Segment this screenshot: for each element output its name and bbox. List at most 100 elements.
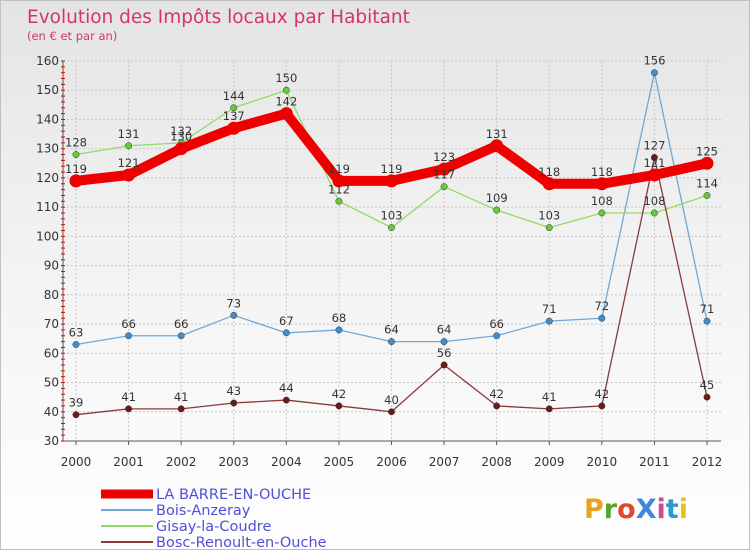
data-label-la-barre-en-ouche: 121 [643, 156, 665, 170]
logo-letter: o [617, 494, 636, 525]
data-point-la-barre-en-ouche [647, 168, 661, 182]
data-label-bois-anzeray: 73 [226, 296, 241, 310]
y-tick-label: 90 [44, 259, 59, 273]
data-point-la-barre-en-ouche [700, 156, 714, 170]
data-point-bosc-renoult-en-ouche [650, 154, 658, 161]
data-label-gisay-la-coudre: 117 [433, 168, 455, 182]
data-point-gisay-la-coudre [440, 183, 448, 191]
data-label-bosc-renoult-en-ouche: 42 [489, 387, 504, 401]
grid-layer [63, 60, 721, 442]
x-tick-label: 2009 [534, 455, 565, 469]
y-tick-label: 120 [36, 171, 59, 185]
data-label-la-barre-en-ouche: 119 [65, 162, 87, 176]
data-label-gisay-la-coudre: 150 [275, 71, 297, 85]
data-label-la-barre-en-ouche: 142 [275, 95, 297, 109]
data-point-gisay-la-coudre [493, 206, 501, 214]
data-label-la-barre-en-ouche: 123 [433, 150, 455, 164]
y-tick-label: 100 [36, 229, 59, 243]
x-tick-label: 2012 [692, 455, 723, 469]
data-label-bosc-renoult-en-ouche: 41 [542, 390, 557, 404]
data-label-bosc-renoult-en-ouche: 43 [226, 384, 241, 398]
logo-letter: P [584, 494, 604, 525]
data-label-la-barre-en-ouche: 137 [223, 109, 245, 123]
legend-label-gisay-la-coudre: Gisay-la-Coudre [156, 519, 271, 535]
data-point-bois-anzeray [125, 332, 133, 340]
data-label-gisay-la-coudre: 108 [591, 194, 613, 208]
y-tick-label: 60 [44, 346, 59, 360]
y-tick-label: 130 [36, 142, 59, 156]
legend-label-bois-anzeray: Bois-Anzeray [156, 503, 251, 519]
data-point-bois-anzeray [598, 314, 606, 322]
data-label-gisay-la-coudre: 103 [538, 209, 560, 223]
data-point-gisay-la-coudre [230, 104, 238, 112]
data-label-bosc-renoult-en-ouche: 40 [384, 393, 399, 407]
legend-label-la-barre-en-ouche: LA BARRE-EN-OUCHE [156, 487, 311, 503]
data-label-la-barre-en-ouche: 118 [591, 165, 613, 179]
data-point-gisay-la-coudre [598, 209, 606, 217]
data-label-bosc-renoult-en-ouche: 39 [69, 396, 84, 410]
y-tick-label: 160 [36, 54, 59, 68]
data-point-bosc-renoult-en-ouche [125, 405, 133, 413]
data-point-la-barre-en-ouche [595, 177, 609, 191]
data-label-bosc-renoult-en-ouche: 56 [437, 346, 452, 360]
data-label-la-barre-en-ouche: 119 [328, 162, 350, 176]
data-label-bosc-renoult-en-ouche: 42 [595, 387, 610, 401]
data-point-la-barre-en-ouche [385, 174, 398, 188]
data-point-bosc-renoult-en-ouche [440, 361, 448, 369]
series-layer [69, 69, 714, 419]
chart-title: Evolution des Impôts locaux par Habitant [27, 7, 410, 28]
data-label-bois-anzeray: 72 [595, 299, 610, 313]
data-point-bois-anzeray [177, 332, 185, 340]
data-point-bois-anzeray [440, 338, 448, 346]
axis-layer: 30 40 50 60 70 80 90 100 110 120 130 140 150 160 2000 2… [36, 54, 722, 469]
x-tick-label: 2003 [218, 455, 249, 469]
data-point-bosc-renoult-en-ouche [177, 405, 185, 413]
proxiti-logo: ProXiti [584, 494, 688, 525]
data-label-bosc-renoult-en-ouche: 41 [174, 390, 189, 404]
data-label-bosc-renoult-en-ouche: 45 [700, 378, 715, 392]
data-point-bois-anzeray [703, 317, 711, 325]
data-label-bois-anzeray: 63 [69, 326, 84, 340]
logo-letter: i [679, 494, 688, 525]
data-point-bosc-renoult-en-ouche [335, 402, 343, 410]
data-point-bois-anzeray [335, 326, 343, 334]
data-point-la-barre-en-ouche [174, 142, 188, 156]
data-point-bosc-renoult-en-ouche [545, 405, 553, 413]
data-point-la-barre-en-ouche [490, 139, 504, 153]
logo-letter: r [604, 494, 618, 525]
x-tick-label: 2008 [481, 455, 512, 469]
data-label-gisay-la-coudre: 128 [65, 136, 87, 150]
data-point-gisay-la-coudre [388, 224, 395, 232]
data-label-bois-anzeray: 66 [121, 317, 136, 331]
data-label-gisay-la-coudre: 131 [118, 127, 140, 141]
y-tick-label: 150 [36, 83, 59, 97]
y-tick-label: 140 [36, 112, 59, 126]
data-label-bosc-renoult-en-ouche: 42 [332, 387, 347, 401]
data-point-bosc-renoult-en-ouche [230, 399, 238, 407]
data-labels: 63 66 66 73 67 68 64 64 66 71 72 156 71 128 131 132 144 1… [65, 54, 718, 410]
data-point-bosc-renoult-en-ouche [703, 393, 711, 401]
data-point-gisay-la-coudre [282, 86, 290, 94]
y-tick-label: 80 [44, 288, 59, 302]
data-label-bois-anzeray: 64 [384, 323, 399, 337]
data-label-bois-anzeray: 71 [700, 302, 715, 316]
data-label-la-barre-en-ouche: 130 [170, 130, 192, 144]
x-tick-label: 2002 [166, 455, 197, 469]
data-point-bois-anzeray [493, 332, 501, 340]
data-point-bois-anzeray [388, 338, 395, 346]
y-tick-label: 40 [44, 405, 59, 419]
data-point-bois-anzeray [650, 69, 658, 77]
data-point-gisay-la-coudre [125, 142, 133, 150]
data-point-la-barre-en-ouche [332, 174, 346, 188]
data-point-gisay-la-coudre [72, 151, 80, 158]
data-point-bois-anzeray [230, 311, 238, 319]
data-point-la-barre-en-ouche [437, 162, 451, 176]
data-label-bois-anzeray: 66 [174, 317, 189, 331]
x-tick-label: 2001 [113, 455, 144, 469]
x-tick-label: 2000 [61, 455, 92, 469]
data-label-bois-anzeray: 71 [542, 302, 557, 316]
data-point-gisay-la-coudre [545, 224, 553, 232]
data-label-gisay-la-coudre: 108 [643, 194, 665, 208]
